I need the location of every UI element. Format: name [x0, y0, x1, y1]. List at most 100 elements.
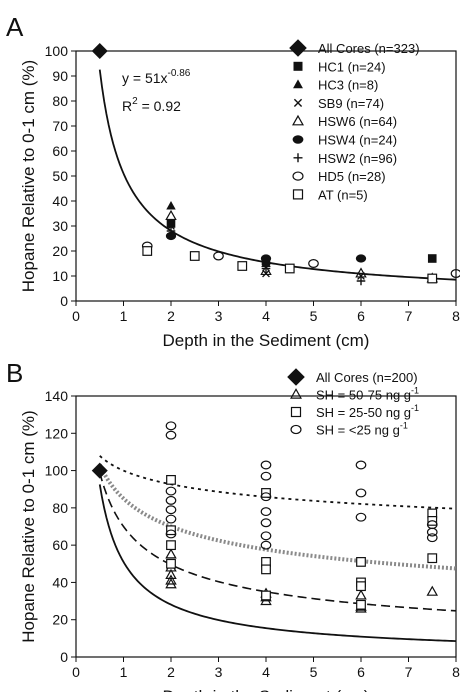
r-squared-superscript: 2 [132, 96, 138, 107]
data-point [427, 254, 437, 263]
data-point [165, 505, 177, 515]
x-tick-label: 1 [120, 664, 128, 680]
data-point [355, 512, 367, 522]
data-point-shape [426, 533, 438, 543]
data-point-shape [165, 574, 177, 585]
data-point [166, 226, 176, 236]
data-point-shape [166, 540, 176, 551]
data-point-shape [356, 599, 366, 610]
data-point [165, 430, 177, 440]
legend-marker-shape [292, 171, 304, 181]
data-point-shape [355, 488, 367, 498]
data-point [356, 557, 366, 567]
legend-marker-shape [292, 135, 304, 144]
data-point [165, 495, 177, 505]
data-point [237, 261, 248, 271]
data-point [426, 527, 438, 537]
data-point [166, 219, 176, 228]
x-axis-label: Depth in the Sediment (cm) [163, 331, 370, 350]
x-tick-label: 7 [405, 664, 413, 680]
y-tick-label: 40 [52, 193, 68, 209]
data-point-shape [355, 589, 367, 600]
x-tick-label: 3 [215, 308, 223, 324]
data-point [426, 533, 438, 543]
y-tick-label: 70 [52, 118, 68, 134]
data-point [427, 273, 438, 284]
fit-curve-dotted-thick [97, 463, 457, 571]
data-point-shape [166, 219, 176, 228]
data-point [260, 531, 272, 541]
data-point [260, 254, 272, 263]
data-point-shape [260, 518, 272, 528]
legend-label: All Cores (n=323) [318, 41, 420, 56]
legend-label: SH = 50-75 ng g-1 [316, 386, 419, 403]
legend-superscript: -1 [411, 386, 419, 396]
data-point [427, 553, 438, 564]
data-point [91, 43, 108, 59]
data-point-shape [427, 254, 437, 263]
data-point-shape [261, 258, 271, 267]
data-point-shape [355, 254, 367, 263]
legend-marker [290, 406, 302, 418]
x-tick-label: 8 [452, 308, 460, 324]
x-tick-label: 6 [357, 308, 365, 324]
series-6 [166, 226, 366, 286]
legend: All Cores (n=323) HC1 (n=24) HC3 (n=8) SB9 … [289, 39, 420, 202]
legend-marker [289, 39, 307, 57]
data-point-shape [165, 505, 177, 515]
legend-marker-shape [293, 61, 303, 71]
data-point [261, 564, 271, 575]
data-point-shape [260, 460, 272, 470]
legend-marker [290, 388, 302, 399]
data-point-shape [426, 585, 439, 596]
series-4 [165, 209, 439, 283]
data-point-shape [165, 486, 177, 496]
x-tick-label: 6 [357, 664, 365, 680]
data-point [260, 460, 272, 470]
legend: All Cores (n=200)SH = 50-75 ng g-1SH = 2… [287, 368, 419, 438]
x-tick-label: 7 [405, 308, 413, 324]
y-tick-label: 0 [60, 293, 68, 309]
legend-marker-shape [293, 98, 303, 107]
r-squared-value: = 0.92 [138, 98, 181, 114]
series-2 [166, 474, 438, 610]
y-tick-label: 40 [52, 574, 68, 590]
data-point-shape [260, 531, 272, 541]
data-point-shape [427, 273, 438, 284]
data-point-shape [91, 43, 108, 59]
y-tick-label: 90 [52, 68, 68, 84]
legend-superscript: -1 [411, 403, 419, 413]
data-point [355, 460, 367, 470]
data-point-shape [284, 263, 295, 274]
data-point [260, 540, 272, 550]
x-tick-label: 2 [167, 308, 175, 324]
x-tick-label: 4 [262, 308, 270, 324]
legend-marker-shape [293, 153, 303, 163]
data-point [355, 254, 367, 263]
legend-label: All Cores (n=200) [316, 370, 418, 385]
y-tick-label: 0 [60, 649, 68, 665]
data-point [260, 471, 272, 481]
y-tick-label: 100 [45, 43, 69, 59]
legend-marker [292, 189, 304, 200]
legend-label: AT (n=5) [318, 187, 368, 202]
data-point [165, 574, 177, 585]
legend-marker-shape [289, 39, 307, 57]
data-point [355, 488, 367, 498]
y-tick-label: 80 [52, 500, 68, 516]
data-point-shape [165, 421, 177, 431]
x-tick-label: 3 [215, 664, 223, 680]
y-tick-label: 10 [52, 268, 68, 284]
data-point-shape [261, 264, 271, 273]
data-point [356, 599, 366, 610]
fit-r-squared: R2 = 0.92 [122, 96, 181, 114]
legend-label: HC3 (n=8) [318, 78, 378, 93]
y-tick-label: 30 [52, 218, 68, 234]
legend-marker [287, 368, 305, 386]
data-point-shape [260, 264, 272, 276]
data-point-shape [261, 590, 271, 601]
data-point [284, 263, 295, 274]
x-tick-label: 2 [167, 664, 175, 680]
data-point [213, 251, 224, 261]
